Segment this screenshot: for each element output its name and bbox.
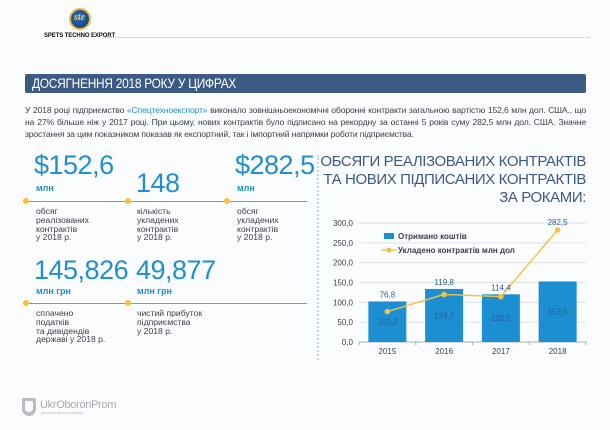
section-title: ДОСЯГНЕННЯ 2018 РОКУ У ЦИФРАХ (32, 75, 237, 91)
legend-label: Отримано коштів (398, 232, 467, 241)
shield-icon (22, 398, 36, 416)
section-title-bar: ДОСЯГНЕННЯ 2018 РОКУ У ЦИФРАХ (25, 74, 586, 93)
y-tick-label: 50,0 (337, 318, 353, 327)
brand-name: «Спецтехноекспорт» (126, 105, 208, 115)
column-divider (317, 155, 319, 360)
footer-logo-name: UkrOboronProm (40, 399, 117, 411)
y-tick-label: 300,0 (333, 219, 354, 228)
bar-value-label: 102,2 (377, 318, 398, 327)
bar (538, 281, 577, 342)
spets-techno-export-logo: ste SPETS TECHNO EXPORT (42, 8, 117, 39)
timeline-dot (125, 300, 131, 306)
timeline-line-1 (25, 201, 307, 202)
bar (481, 294, 520, 342)
timeline-dot (125, 198, 131, 204)
line-point (498, 293, 504, 300)
line-point (384, 308, 391, 315)
stat-description: кількість укладених контрактів у 2018 р. (137, 206, 179, 243)
chart-title: ОБСЯГИ РЕАЛІЗОВАНИХ КОНТРАКТІВ ТА НОВИХ … (320, 153, 586, 206)
stat-description: обсяг укладених контрактів у 2018 р. (237, 206, 279, 243)
bar-value-label: 152,6 (548, 308, 569, 317)
legend-label: Укладено контрактів млн дол (398, 246, 515, 255)
bar-value-label: 120,2 (491, 314, 512, 323)
line-point (554, 227, 561, 233)
y-tick-label: 250,0 (333, 239, 354, 248)
timeline-dot (224, 198, 230, 204)
line-value-label: 282,5 (548, 218, 569, 227)
stat-value: 148 (136, 168, 180, 198)
stat-unit: млн (237, 183, 255, 193)
timeline-line-2 (25, 303, 307, 304)
stat-value: $152,6 (34, 150, 114, 180)
x-tick-label: 2015 (378, 347, 396, 356)
stat-description: сплачено податків та дивідендів державі … (36, 308, 106, 345)
y-tick-label: 0,0 (342, 338, 354, 347)
stat-value: 145,826 (34, 255, 129, 285)
line-value-label: 114,4 (491, 283, 511, 292)
x-tick-label: 2017 (492, 347, 510, 356)
timeline-dot (23, 198, 29, 204)
bar-value-label: 133,7 (434, 311, 455, 320)
line-value-label: 76,8 (380, 290, 396, 299)
line-point (441, 291, 447, 298)
bar-line-chart: 0,0 50,0 100,0 150,0 200,0 250,0 300,0 102,2 133… (333, 218, 587, 356)
logo-text: SPETS TECHNO EXPORT (43, 33, 116, 39)
stat-unit: млн грн (137, 286, 172, 296)
line-value-label: 119,8 (434, 278, 454, 287)
stat-value: 49,877 (136, 255, 216, 285)
footer-logo-subtitle: Ukrainian Defence Industry (41, 411, 84, 415)
stat-description: обсяг реалізованих контрактів у 2018 р. (36, 206, 89, 243)
legend-line-marker (386, 247, 392, 253)
logo-emblem-icon: ste (68, 8, 91, 30)
y-tick-label: 200,0 (333, 259, 354, 268)
header-divider (105, 37, 590, 38)
stat-value: $282,5 (235, 150, 315, 180)
stat-description: чистий прибуток підприємства у 2018 р. (137, 308, 203, 336)
y-tick-label: 150,0 (333, 279, 354, 288)
stat-unit: млн грн (36, 286, 71, 296)
line-series (387, 229, 559, 313)
legend-bar-swatch (384, 233, 394, 239)
x-tick-label: 2018 (549, 347, 567, 356)
x-tick-label: 2016 (435, 347, 453, 356)
timeline-dot (23, 300, 29, 306)
stat-unit: млн (36, 183, 54, 193)
intro-paragraph: У 2018 році підприємство «Спецтехноекспо… (25, 105, 586, 139)
y-tick-label: 100,0 (333, 298, 354, 307)
